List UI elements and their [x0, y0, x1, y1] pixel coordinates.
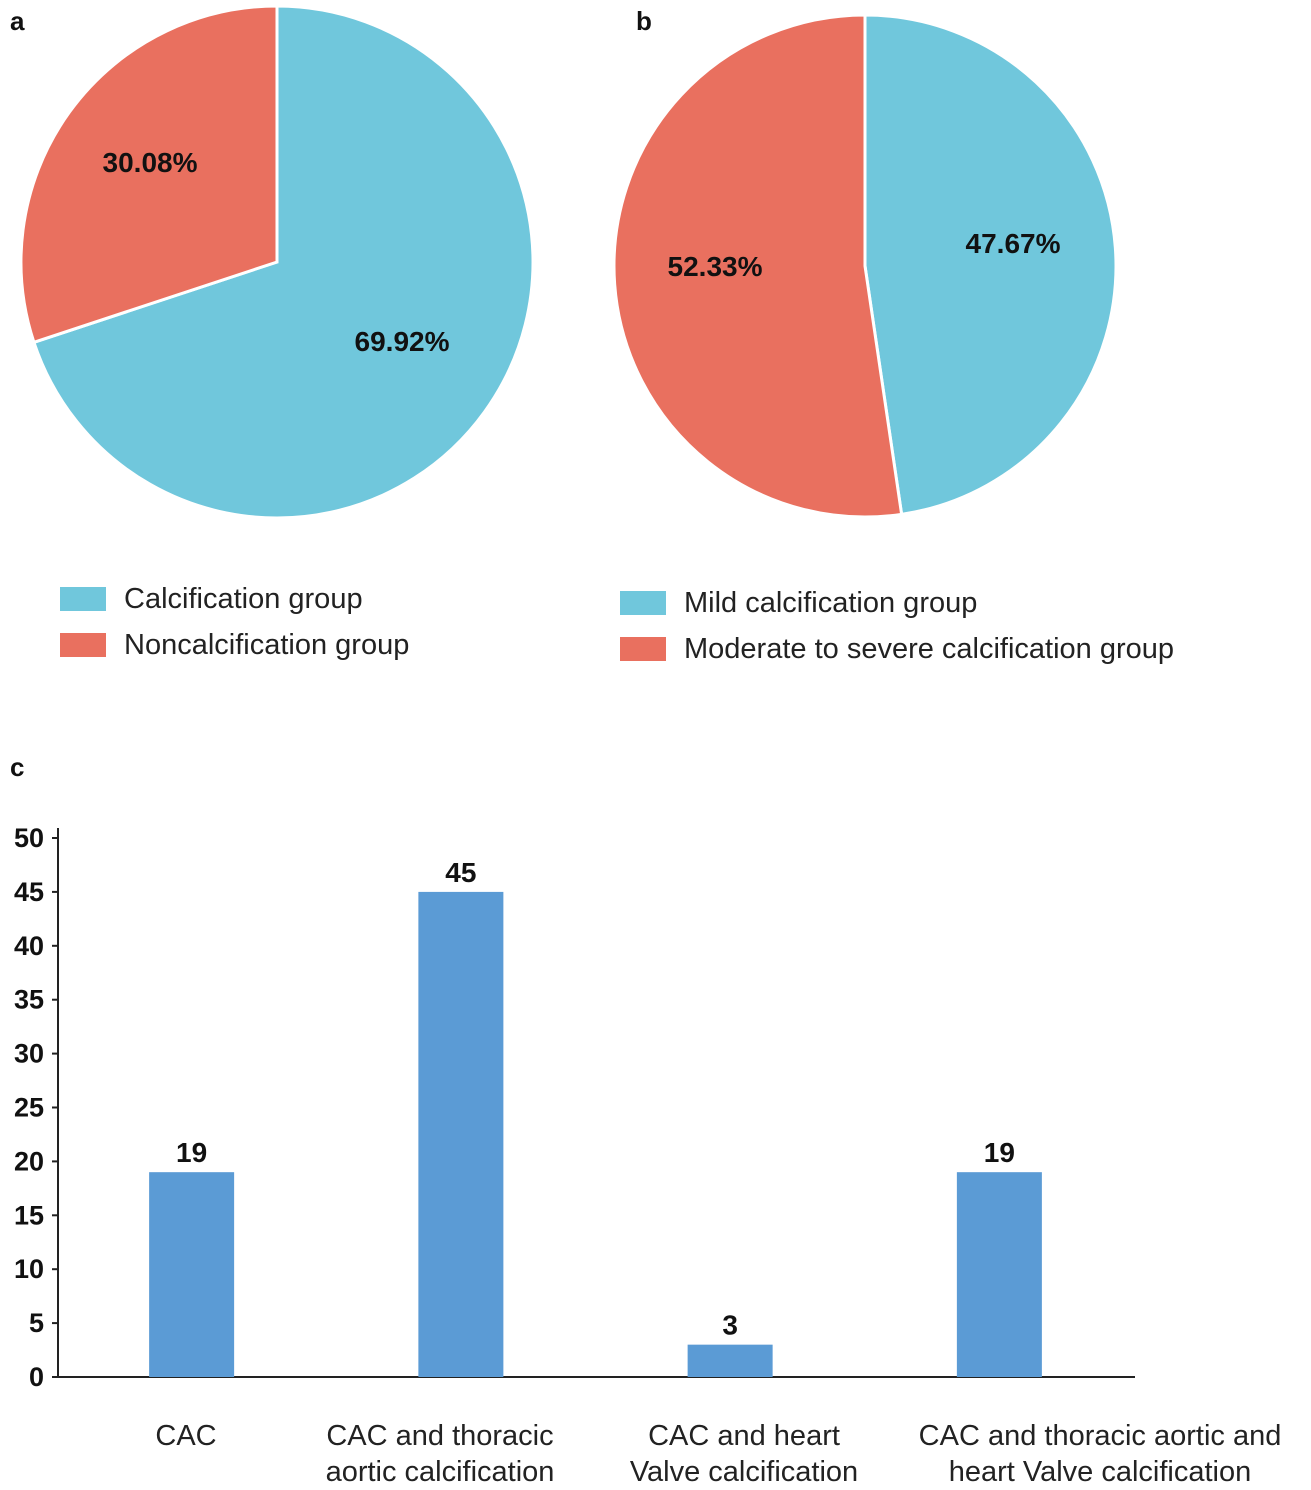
legend-swatch-red — [60, 633, 106, 657]
panel-label-b: b — [636, 6, 652, 36]
legend-label: Noncalcification group — [124, 628, 410, 661]
legend-item-calcification: Calcification group — [60, 576, 409, 622]
x-tick-label: CAC and thoracic aortic and heart Valve … — [918, 1420, 1282, 1488]
panel-label-a: a — [10, 6, 25, 36]
y-tick-label: 40 — [14, 931, 44, 961]
x-tick-label: CAC — [155, 1420, 217, 1452]
legend-label: Mild calcification group — [684, 586, 978, 619]
legend-label: Moderate to severe calcification group — [684, 632, 1175, 665]
bar-data-label: 19 — [176, 1137, 207, 1168]
y-tick-label: 20 — [14, 1146, 44, 1176]
bar — [687, 1344, 773, 1377]
bar — [956, 1172, 1042, 1377]
bar-data-label: 19 — [984, 1137, 1015, 1168]
legend-item-moderate-severe: Moderate to severe calcification group — [620, 626, 1174, 672]
legend-item-noncalcification: Noncalcification group — [60, 622, 409, 668]
bar — [418, 891, 504, 1377]
pie-slice — [863, 13, 1118, 517]
legend-swatch-blue — [60, 587, 106, 611]
legend-a: Calcification group Noncalcification gro… — [60, 576, 409, 668]
bar-data-label: 45 — [445, 857, 476, 888]
pie-data-label: 69.92% — [355, 326, 450, 357]
y-tick-label: 45 — [14, 877, 44, 907]
y-tick-label: 10 — [14, 1254, 44, 1284]
y-tick-label: 25 — [14, 1093, 44, 1123]
pie-slice — [32, 4, 535, 520]
y-tick-label: 5 — [29, 1308, 44, 1338]
y-tick-label: 35 — [14, 985, 44, 1015]
legend-b: Mild calcification group Moderate to sev… — [620, 580, 1174, 672]
y-tick-label: 50 — [14, 823, 44, 853]
legend-swatch-red — [620, 637, 666, 661]
bar — [149, 1172, 235, 1377]
panel-label-c: c — [10, 752, 25, 782]
legend-label: Calcification group — [124, 582, 363, 615]
pie-slice — [19, 4, 279, 345]
y-tick-label: 30 — [14, 1039, 44, 1069]
pie-data-label: 47.67% — [966, 228, 1061, 259]
x-tick-label: CAC and heart Valve calcification — [629, 1420, 859, 1488]
y-tick-label: 0 — [29, 1362, 44, 1392]
pie-slice — [612, 13, 904, 519]
pie-data-label: 52.33% — [668, 251, 763, 282]
legend-item-mild: Mild calcification group — [620, 580, 1174, 626]
x-tick-label: CAC and thoracic aortic calcification — [325, 1420, 555, 1488]
legend-swatch-blue — [620, 591, 666, 615]
pie-data-label: 30.08% — [103, 147, 198, 178]
y-tick-label: 15 — [14, 1200, 44, 1230]
bar-data-label: 3 — [722, 1310, 738, 1341]
